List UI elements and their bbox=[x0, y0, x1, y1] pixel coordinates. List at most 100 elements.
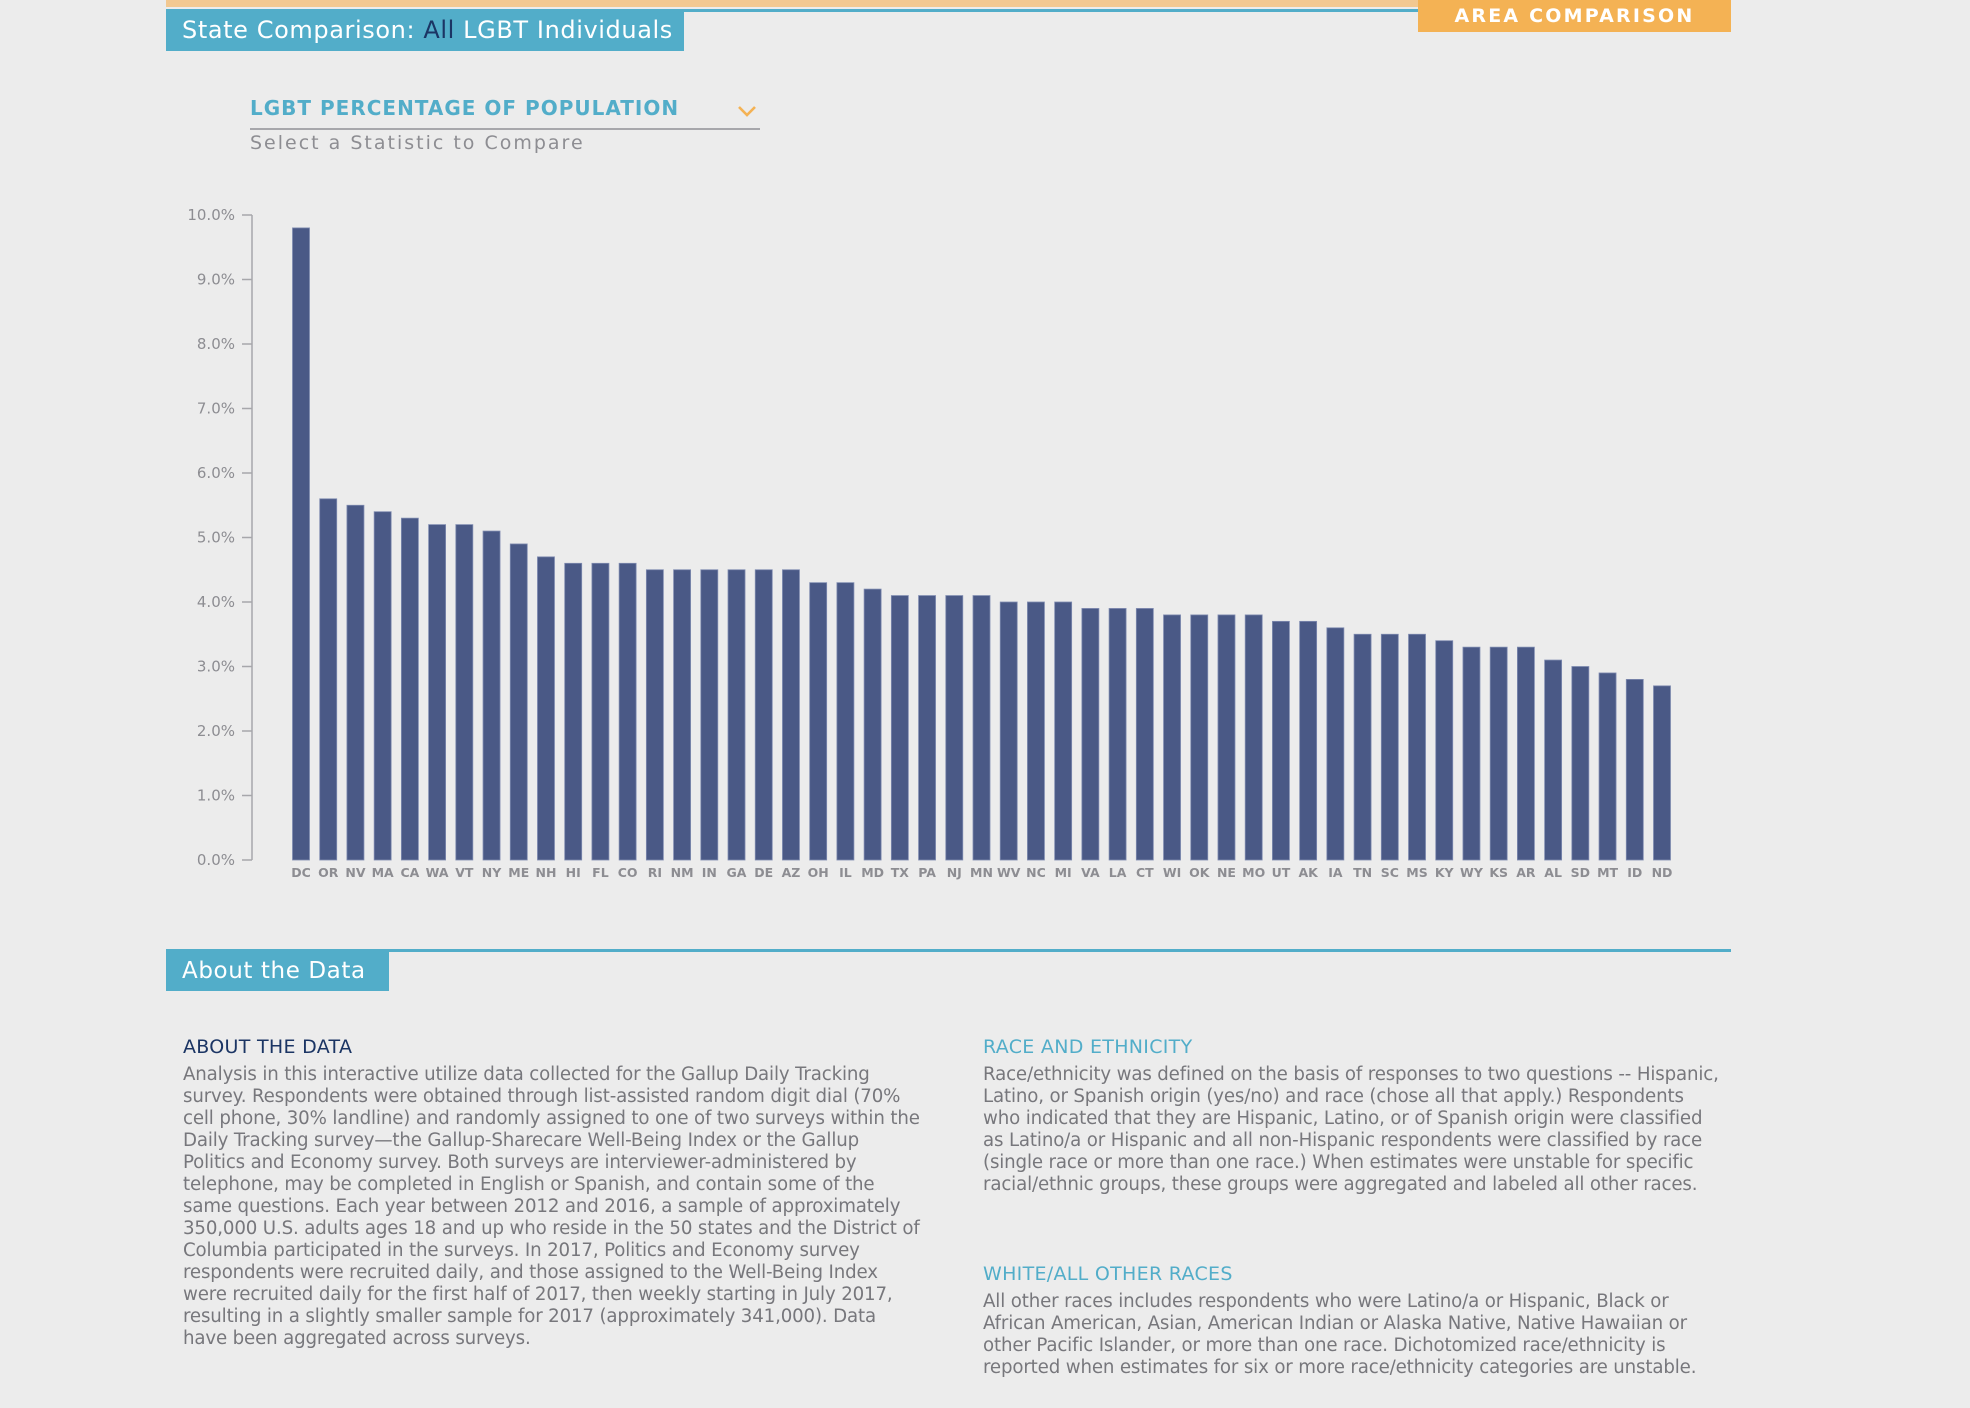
bar-nc[interactable]: NC: 4.0% bbox=[1027, 601, 1045, 861]
bar-ar[interactable]: AR: 3.3% bbox=[1517, 646, 1535, 861]
bar-ms[interactable]: MS: 3.5% bbox=[1408, 633, 1426, 861]
bar-co[interactable]: CO: 4.6% bbox=[618, 562, 637, 861]
bar-me[interactable]: ME: 4.9% bbox=[509, 543, 528, 861]
bar-nm[interactable]: NM: 4.5% bbox=[673, 569, 691, 861]
top-accent-strip bbox=[166, 0, 1418, 7]
bar-mn[interactable]: MN: 4.1% bbox=[972, 595, 991, 861]
x-label-wa: WA bbox=[426, 865, 449, 880]
x-label-ky: KY bbox=[1435, 865, 1455, 880]
bar-ga[interactable]: GA: 4.5% bbox=[727, 569, 746, 861]
bar-ma[interactable]: MA: 5.4% bbox=[373, 511, 392, 861]
x-label-nd: ND bbox=[1652, 865, 1673, 880]
bar-ia[interactable]: IA: 3.6% bbox=[1326, 627, 1345, 861]
bar-sd[interactable]: SD: 3.0% bbox=[1571, 666, 1590, 861]
x-label-ok: OK bbox=[1189, 865, 1211, 880]
bars: DC: 9.8% OR: 5.6% NV: 5.5% MA: 5.4% CA: 5.3%… bbox=[292, 227, 1671, 861]
x-label-hi: HI bbox=[566, 865, 581, 880]
x-label-fl: FL bbox=[592, 865, 609, 880]
bar-nh[interactable]: NH: 4.7% bbox=[537, 556, 555, 861]
x-label-nh: NH bbox=[536, 865, 557, 880]
bar-sc[interactable]: SC: 3.5% bbox=[1380, 633, 1399, 861]
x-label-pa: PA bbox=[918, 865, 936, 880]
x-label-co: CO bbox=[618, 865, 638, 880]
x-label-sc: SC bbox=[1381, 865, 1399, 880]
statistic-select-hint: Select a Statistic to Compare bbox=[250, 132, 585, 154]
x-label-de: DE bbox=[754, 865, 773, 880]
title-prefix: State Comparison: bbox=[182, 16, 424, 44]
bar-ny[interactable]: NY: 5.1% bbox=[482, 530, 501, 861]
bar-va[interactable]: VA: 3.9% bbox=[1081, 608, 1100, 861]
bar-nd[interactable]: ND: 2.7% bbox=[1653, 685, 1671, 861]
about-section-title: About the Data bbox=[166, 951, 389, 991]
white-other-races-heading: WHITE/ALL OTHER RACES bbox=[983, 1263, 1233, 1285]
bar-az[interactable]: AZ: 4.5% bbox=[782, 569, 800, 861]
bar-ct[interactable]: CT: 3.9% bbox=[1135, 608, 1154, 861]
x-label-la: LA bbox=[1109, 865, 1127, 880]
x-label-az: AZ bbox=[782, 865, 801, 880]
bar-ca[interactable]: CA: 5.3% bbox=[400, 517, 419, 861]
white-other-races-block: WHITE/ALL OTHER RACES All other races in… bbox=[983, 1263, 1723, 1379]
page-title: State Comparison: All LGBT Individuals bbox=[166, 10, 684, 51]
bar-pa[interactable]: PA: 4.1% bbox=[918, 595, 936, 861]
x-label-mo: MO bbox=[1242, 865, 1265, 880]
bar-ne[interactable]: NE: 3.8% bbox=[1217, 614, 1236, 861]
bar-la[interactable]: LA: 3.9% bbox=[1108, 608, 1127, 861]
y-tick-label: 10.0% bbox=[187, 206, 235, 224]
bar-wi[interactable]: WI: 3.8% bbox=[1163, 614, 1181, 861]
area-comparison-tab[interactable]: AREA COMPARISON bbox=[1418, 0, 1731, 32]
bar-al[interactable]: AL: 3.1% bbox=[1544, 659, 1563, 861]
x-label-ar: AR bbox=[1516, 865, 1536, 880]
bar-nv[interactable]: NV: 5.5% bbox=[346, 504, 365, 861]
bar-in[interactable]: IN: 4.5% bbox=[700, 569, 719, 861]
x-label-tx: TX bbox=[891, 865, 910, 880]
y-tick-label: 7.0% bbox=[197, 400, 235, 418]
bar-nj[interactable]: NJ: 4.1% bbox=[945, 595, 964, 861]
bar-de[interactable]: DE: 4.5% bbox=[754, 569, 773, 861]
bar-tn[interactable]: TN: 3.5% bbox=[1353, 633, 1372, 861]
bar-ok[interactable]: OK: 3.8% bbox=[1190, 614, 1209, 861]
x-label-me: ME bbox=[508, 865, 529, 880]
y-tick-label: 0.0% bbox=[197, 851, 235, 869]
bar-mi[interactable]: MI: 4.0% bbox=[1054, 601, 1073, 861]
x-axis-labels: DC OR NV MA CA WA VT NY ME NH HI FL CO RI NM IN GA DE AZ OH… bbox=[291, 865, 1672, 880]
bar-id[interactable]: ID: 2.8% bbox=[1625, 679, 1644, 861]
x-label-nj: NJ bbox=[947, 865, 962, 880]
bar-md[interactable]: MD: 4.2% bbox=[863, 588, 882, 861]
bar-tx[interactable]: TX: 4.1% bbox=[890, 595, 909, 861]
bar-wa[interactable]: WA: 5.2% bbox=[428, 524, 447, 861]
bar-ks[interactable]: KS: 3.3% bbox=[1489, 646, 1508, 861]
x-label-ne: NE bbox=[1217, 865, 1236, 880]
x-label-wy: WY bbox=[1460, 865, 1484, 880]
about-data-text: Analysis in this interactive utilize dat… bbox=[183, 1064, 920, 1349]
bar-ut[interactable]: UT: 3.7% bbox=[1272, 620, 1290, 861]
bar-vt[interactable]: VT: 5.2% bbox=[455, 524, 474, 861]
x-label-ks: KS bbox=[1489, 865, 1508, 880]
bar-wv[interactable]: WV: 4.0% bbox=[999, 601, 1018, 861]
bar-ky[interactable]: KY: 3.4% bbox=[1435, 640, 1454, 861]
bar-ak[interactable]: AK: 3.7% bbox=[1299, 620, 1318, 861]
x-label-va: VA bbox=[1081, 865, 1100, 880]
y-axis: 0.0% 1.0% 2.0% 3.0% 4.0% 5.0% 6.0% 7.0% 8.0% 9.0%… bbox=[187, 206, 253, 869]
bar-mo[interactable]: MO: 3.8% bbox=[1244, 614, 1263, 861]
title-suffix: LGBT Individuals bbox=[454, 16, 673, 44]
race-ethnicity-text: Race/ethnicity was defined on the basis … bbox=[983, 1064, 1719, 1195]
x-label-ct: CT bbox=[1136, 865, 1154, 880]
bar-ri[interactable]: RI: 4.5% bbox=[645, 569, 664, 861]
x-label-wv: WV bbox=[997, 865, 1021, 880]
chevron-down-icon[interactable] bbox=[736, 100, 758, 122]
bar-fl[interactable]: FL: 4.6% bbox=[591, 562, 610, 861]
white-other-races-text: All other races includes respondents who… bbox=[983, 1291, 1697, 1378]
bar-or[interactable]: OR: 5.6% bbox=[319, 498, 338, 861]
x-label-al: AL bbox=[1544, 865, 1562, 880]
bar-il[interactable]: IL: 4.3% bbox=[836, 582, 855, 861]
about-divider-line bbox=[166, 949, 1731, 952]
statistic-select[interactable]: LGBT PERCENTAGE OF POPULATION bbox=[250, 92, 760, 130]
bar-wy[interactable]: WY: 3.3% bbox=[1462, 646, 1481, 861]
bar-mt[interactable]: MT: 2.9% bbox=[1598, 672, 1617, 861]
bar-hi[interactable]: HI: 4.6% bbox=[564, 562, 583, 861]
x-label-md: MD bbox=[861, 865, 884, 880]
race-ethnicity-heading: RACE AND ETHNICITY bbox=[983, 1036, 1193, 1058]
bar-oh[interactable]: OH: 4.3% bbox=[809, 582, 828, 861]
bar-dc[interactable]: DC: 9.8% bbox=[292, 227, 310, 861]
y-tick-label: 6.0% bbox=[197, 464, 235, 482]
